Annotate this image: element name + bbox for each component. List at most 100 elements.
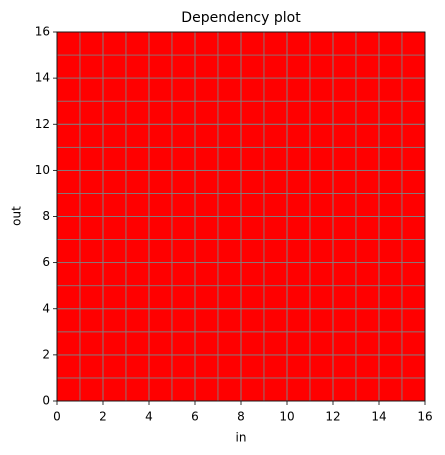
cell (332, 239, 357, 264)
cell (286, 262, 311, 287)
x-tick-label: 2 (99, 410, 107, 424)
cell (217, 354, 242, 379)
cell (217, 377, 242, 402)
cell (263, 331, 288, 356)
cell (286, 331, 311, 356)
cell (309, 100, 334, 125)
cell (56, 169, 81, 194)
cell (148, 169, 173, 194)
cell (194, 123, 219, 148)
cell (309, 216, 334, 240)
cell (378, 354, 403, 379)
cell (263, 169, 288, 194)
cell (309, 285, 334, 310)
cell (102, 354, 127, 379)
cell (355, 262, 380, 287)
chart-title: Dependency plot (181, 10, 301, 26)
cell (263, 31, 288, 56)
cell (332, 31, 357, 56)
cell (309, 331, 334, 356)
cell (240, 100, 265, 125)
cell (102, 146, 127, 171)
cell (56, 354, 81, 379)
cell (332, 377, 357, 402)
cell (102, 262, 127, 287)
cell (378, 193, 403, 217)
cell (332, 262, 357, 287)
cell (286, 285, 311, 310)
cell (217, 193, 242, 217)
cell (263, 54, 288, 79)
cell (286, 239, 311, 264)
cell (171, 123, 196, 148)
cell (378, 31, 403, 56)
cell (102, 239, 127, 264)
cell (355, 169, 380, 194)
cell (102, 123, 127, 148)
cell (355, 77, 380, 102)
cell (148, 54, 173, 79)
cell (240, 285, 265, 310)
cell (401, 123, 426, 148)
cell (102, 331, 127, 356)
cell (309, 54, 334, 79)
cell (286, 100, 311, 125)
cell (332, 77, 357, 102)
cell (263, 262, 288, 287)
cell (102, 100, 127, 125)
cell (79, 331, 104, 356)
cell (309, 31, 334, 56)
x-tick-label: 16 (417, 410, 432, 424)
cell (171, 77, 196, 102)
cell (378, 308, 403, 333)
cell (263, 308, 288, 333)
cell (148, 77, 173, 102)
cell (378, 77, 403, 102)
cell (378, 377, 403, 402)
cell (309, 169, 334, 194)
cell (217, 31, 242, 56)
cell (148, 308, 173, 333)
cell (56, 285, 81, 310)
cell (79, 54, 104, 79)
cell (401, 146, 426, 171)
cell (171, 308, 196, 333)
cell (309, 77, 334, 102)
cell (125, 123, 150, 148)
cell (355, 354, 380, 379)
cell (378, 331, 403, 356)
cell (125, 285, 150, 310)
cell (401, 308, 426, 333)
cell (125, 377, 150, 402)
cell (125, 216, 150, 240)
cell (355, 193, 380, 217)
cell (148, 285, 173, 310)
cell (401, 262, 426, 287)
cell (217, 54, 242, 79)
cell (309, 308, 334, 333)
cell (286, 169, 311, 194)
cell (378, 146, 403, 171)
cell (148, 216, 173, 240)
y-tick-label: 8 (42, 209, 50, 223)
cell (240, 262, 265, 287)
cell (56, 100, 81, 125)
cell (240, 193, 265, 217)
cell (79, 31, 104, 56)
cell (240, 331, 265, 356)
cell (194, 308, 219, 333)
cell (240, 377, 265, 402)
cell (263, 193, 288, 217)
cell (401, 285, 426, 310)
cell (332, 146, 357, 171)
cell (194, 146, 219, 171)
cell (56, 377, 81, 402)
cell (217, 239, 242, 264)
cell (102, 169, 127, 194)
cell (79, 77, 104, 102)
cell (148, 193, 173, 217)
cell (240, 354, 265, 379)
cell (56, 193, 81, 217)
cell (332, 216, 357, 240)
